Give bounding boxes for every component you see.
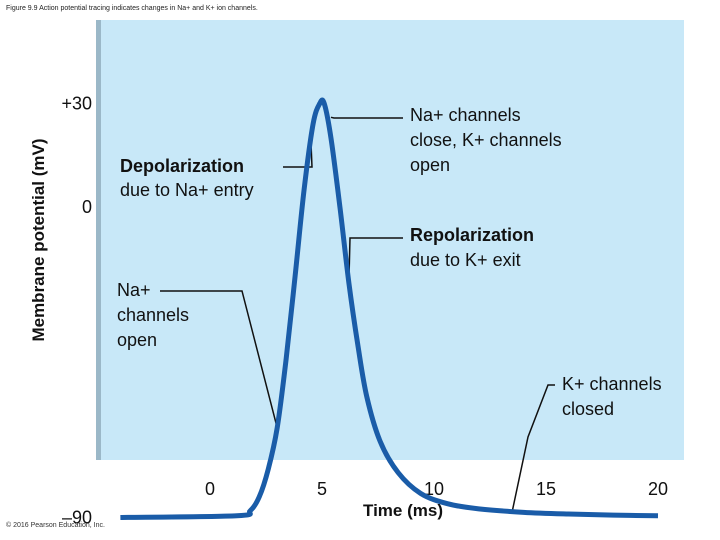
annotation: Repolarization due to K+ exit — [410, 225, 534, 270]
annotation-label: Na+ channels — [410, 105, 521, 125]
annotation: Depolarization due to Na+ entry — [120, 156, 254, 200]
plot-background — [100, 20, 684, 460]
annotation-leader-line — [330, 116, 403, 119]
x-tick-label: 10 — [424, 479, 444, 499]
y-axis-title: Membrane potential (mV) — [29, 138, 48, 341]
x-axis-title: Time (ms) — [363, 501, 443, 520]
annotation-label: K+ channels — [562, 374, 662, 394]
annotation-label: closed — [562, 399, 614, 419]
x-tick-label: 0 — [205, 479, 215, 499]
annotation-sublabel: due to Na+ entry — [120, 180, 254, 200]
annotation-label: channels — [117, 305, 189, 325]
plot-edge-shadow — [96, 20, 101, 460]
x-tick-label: 5 — [317, 479, 327, 499]
annotation-label: close, K+ channels — [410, 130, 562, 150]
annotation-label: Na+ — [117, 280, 151, 300]
figure-caption: Figure 9.9 Action potential tracing indi… — [6, 5, 258, 12]
annotation-sublabel: due to K+ exit — [410, 250, 521, 270]
annotation: Na+ channels open — [117, 280, 189, 350]
annotation-label: Repolarization — [410, 225, 534, 245]
annotation-label: open — [410, 155, 450, 175]
membrane-potential-curve — [120, 97, 659, 520]
annotation: Na+ channels close, K+ channels open — [410, 105, 562, 175]
y-tick-label: 0 — [82, 197, 92, 217]
annotation-label: Depolarization — [120, 156, 244, 176]
annotation-leader-line — [160, 290, 278, 428]
annotation-label: open — [117, 330, 157, 350]
x-tick-label: 15 — [536, 479, 556, 499]
y-tick-label: –90 — [62, 508, 92, 528]
annotation: K+ channels closed — [562, 374, 662, 419]
y-tick-label: +30 — [61, 94, 92, 114]
copyright-notice: © 2016 Pearson Education, Inc. — [6, 522, 105, 529]
annotation-leader-line — [511, 384, 555, 511]
x-tick-label: 20 — [648, 479, 668, 499]
